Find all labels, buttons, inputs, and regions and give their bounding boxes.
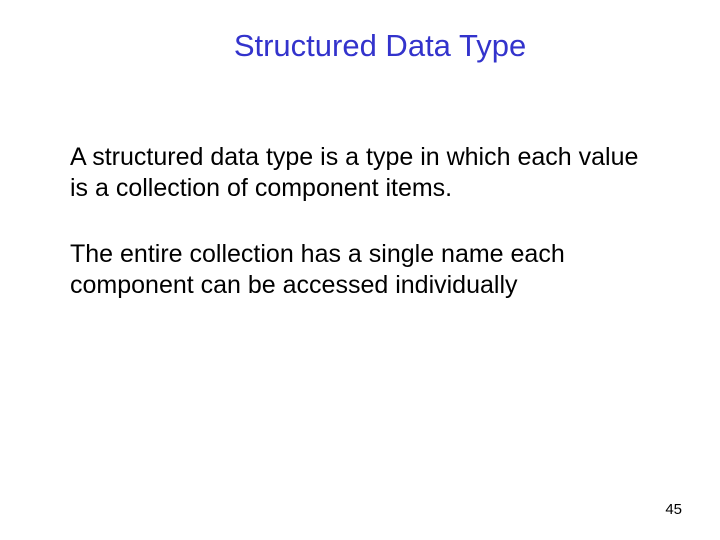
paragraph-2: The entire collection has a single name … (70, 239, 650, 302)
slide-container: Structured Data Type A structured data t… (0, 0, 720, 540)
paragraph-1: A structured data type is a type in whic… (70, 142, 650, 205)
slide-title: Structured Data Type (110, 28, 650, 64)
page-number: 45 (665, 501, 682, 518)
slide-body: A structured data type is a type in whic… (70, 142, 650, 301)
